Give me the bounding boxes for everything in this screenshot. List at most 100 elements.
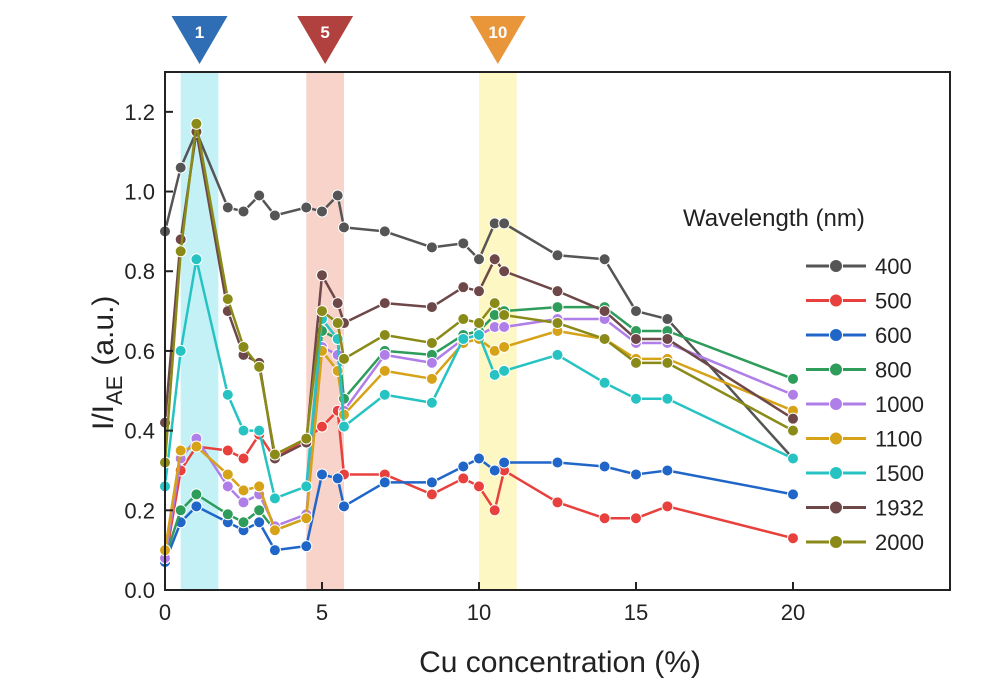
- series-2000-point: [300, 432, 313, 445]
- series-400-point: [661, 313, 674, 326]
- series-400-point: [253, 189, 266, 202]
- series-1100-point: [268, 524, 281, 537]
- series-1932-point: [378, 297, 391, 310]
- y-tick-label: 0.6: [124, 339, 155, 364]
- series-600-line: [163, 457, 794, 563]
- series-500-point: [551, 496, 564, 509]
- series-2000-point: [598, 332, 611, 345]
- series-600-point: [498, 456, 511, 469]
- series-400-point: [498, 217, 511, 230]
- series-400-point: [268, 209, 281, 222]
- series-1500-point: [630, 392, 642, 405]
- series-600-point: [598, 460, 611, 473]
- x-tick-label: 10: [467, 600, 491, 625]
- series-400-point: [316, 205, 328, 218]
- series-400-line: [163, 130, 794, 460]
- y-tick-label: 1.2: [124, 100, 155, 125]
- y-tick-label: 0.4: [124, 419, 155, 444]
- legend-swatch-marker: [829, 397, 843, 411]
- series-600-point: [787, 488, 799, 501]
- legend-item-400: 400: [806, 254, 912, 279]
- series-1500-line: [163, 258, 794, 500]
- y-axis-title-subscript: AE: [102, 376, 127, 405]
- series-1500-point: [787, 452, 799, 465]
- series-500-point: [237, 452, 250, 465]
- series-800-point: [551, 301, 564, 314]
- series-1932-point: [598, 305, 611, 318]
- series-800-point: [787, 372, 799, 385]
- series-1500-point: [661, 392, 674, 405]
- y-tick-label: 0.0: [124, 578, 155, 603]
- highlight-marker-10-label: 10: [488, 23, 507, 42]
- series-1500-point: [378, 388, 391, 401]
- series-1100-point: [498, 340, 511, 353]
- legend-swatch-marker: [829, 362, 843, 377]
- highlight-marker-1-label: 1: [195, 23, 204, 42]
- series-400-point: [300, 201, 313, 214]
- series-1500-point: [268, 492, 281, 505]
- series-2000-point: [337, 352, 350, 365]
- series-1932-point: [331, 297, 344, 310]
- y-axis-ticks: 0.0 0.2 0.4 0.6 0.8 1.0 1.2: [124, 100, 173, 603]
- highlight-marker-5-triangle: [297, 16, 354, 64]
- legend-item-500: 500: [806, 289, 912, 314]
- x-axis-ticks: 0 5 10 15 20: [159, 582, 805, 625]
- series-500-line: [163, 409, 794, 563]
- series-2000-point: [551, 317, 564, 330]
- highlight-marker-5-label: 5: [320, 23, 329, 42]
- series-1500-point: [237, 424, 250, 437]
- series-2000-point: [425, 336, 438, 349]
- series-400-point: [378, 225, 391, 238]
- series-800-point: [237, 516, 250, 529]
- series-1500-point: [473, 328, 485, 341]
- series-1932-point: [551, 285, 564, 298]
- series-600-point: [268, 544, 281, 557]
- series-2000-point: [661, 356, 674, 369]
- series-2000-point: [316, 305, 328, 318]
- series-1500-point: [174, 344, 187, 357]
- series-600-point: [488, 464, 501, 477]
- series-600-point: [316, 468, 328, 481]
- series-1932-point: [457, 281, 470, 294]
- series-1100-point: [237, 484, 250, 497]
- series-500-point: [473, 480, 485, 493]
- legend-swatch-marker: [829, 431, 843, 446]
- series-1100-point: [378, 364, 391, 377]
- x-tick-label: 15: [624, 600, 648, 625]
- series-1000-point: [221, 480, 234, 493]
- series-400-point: [473, 253, 485, 266]
- series-800-point: [253, 504, 266, 517]
- series-600-point: [551, 456, 564, 469]
- series-600-point: [190, 500, 203, 513]
- legend-swatch-marker: [829, 293, 843, 308]
- series-500-point: [787, 532, 799, 545]
- series-1932-point: [498, 265, 511, 278]
- series-1932-point: [473, 285, 485, 298]
- y-tick-label: 1.0: [124, 180, 155, 205]
- series-2000-point: [378, 328, 391, 341]
- legend-item-800: 800: [806, 358, 912, 383]
- legend-title: Wavelength (nm): [683, 205, 865, 232]
- legend: 400 500 600 800 1000 1100 1500 1932 2000: [806, 254, 924, 555]
- series-500-point: [316, 420, 328, 433]
- series-1000-point: [787, 388, 799, 401]
- legend-item-1500: 1500: [806, 461, 924, 486]
- legend-label: 500: [875, 289, 912, 314]
- series-1500-point: [253, 424, 266, 437]
- series-500-point: [457, 472, 470, 485]
- highlight-marker-10-triangle: [469, 16, 526, 64]
- series-1100-point: [190, 440, 203, 453]
- series-1500-point: [551, 348, 564, 361]
- series-1100-line: [163, 329, 794, 551]
- series-400-point: [457, 237, 470, 250]
- x-tick-label: 0: [159, 600, 171, 625]
- legend-label: 600: [875, 323, 912, 348]
- series-1932-point: [316, 269, 328, 282]
- legend-label: 1100: [875, 427, 922, 452]
- series-800-line: [163, 305, 794, 559]
- legend-item-1100: 1100: [806, 427, 922, 452]
- y-tick-label: 0.8: [124, 259, 155, 284]
- series-500-point: [488, 504, 501, 517]
- series-600-point: [425, 476, 438, 489]
